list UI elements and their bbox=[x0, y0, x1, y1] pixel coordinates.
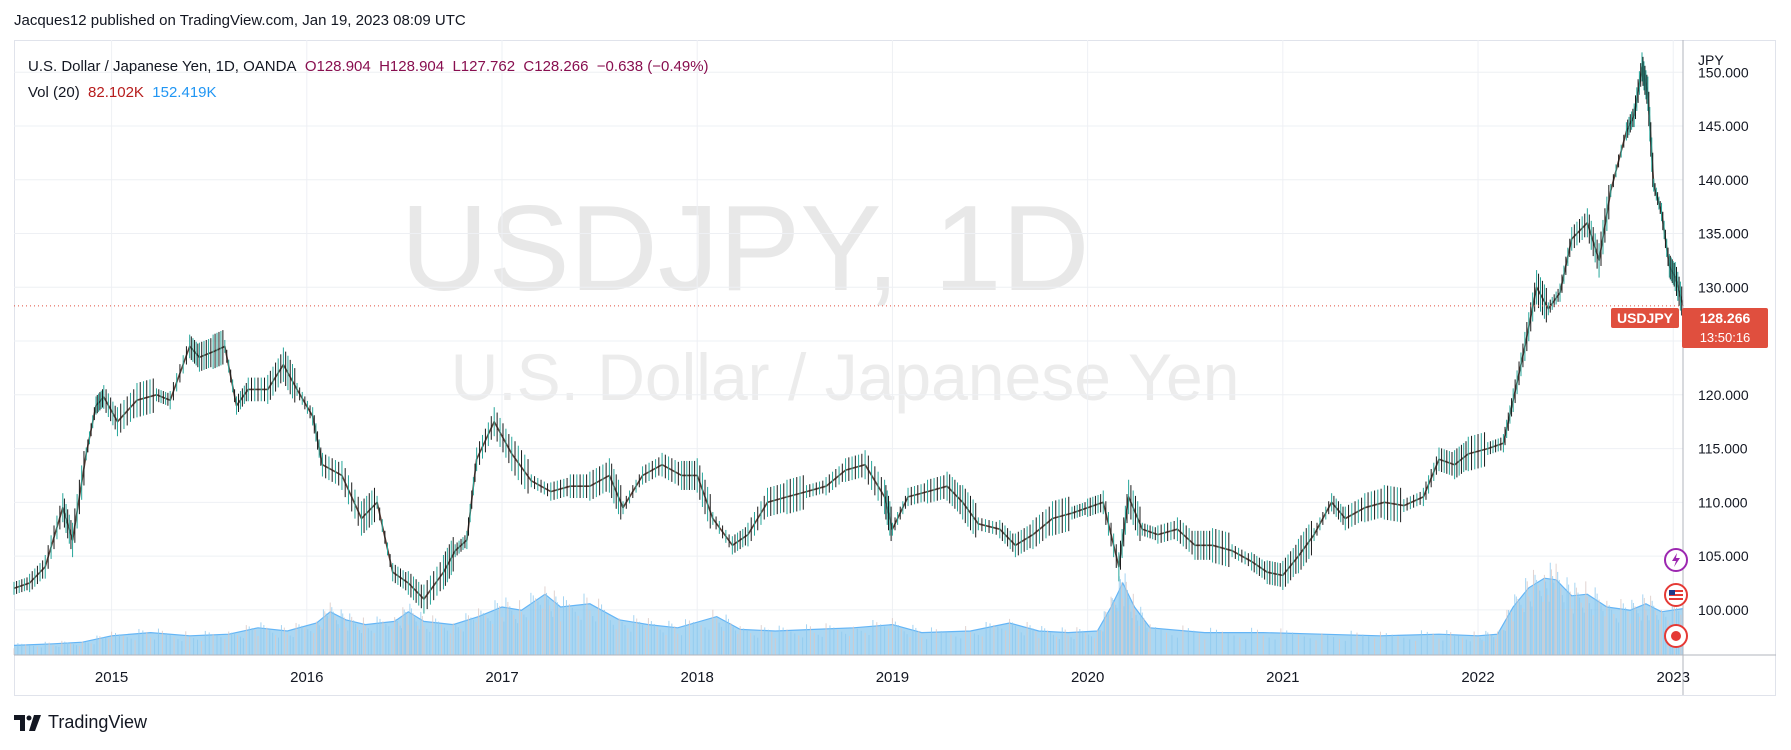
low-value: L127.762 bbox=[452, 58, 515, 75]
ohlc-row: U.S. Dollar / Japanese Yen, 1D, OANDA O1… bbox=[28, 54, 709, 80]
volume-ma-value: 152.419K bbox=[152, 84, 216, 101]
x-tick-label: 2023 bbox=[1657, 669, 1690, 686]
y-tick-label: 115.000 bbox=[1698, 441, 1748, 457]
y-tick-label: 100.000 bbox=[1698, 602, 1749, 618]
currency-label: JPY bbox=[1698, 52, 1724, 68]
y-tick-label: 140.000 bbox=[1698, 172, 1749, 188]
instrument-title: U.S. Dollar / Japanese Yen, 1D, OANDA bbox=[28, 58, 296, 75]
volume-label: Vol (20) bbox=[28, 84, 80, 101]
us-flag-icon bbox=[1666, 585, 1686, 605]
watermark-name: U.S. Dollar / Japanese Yen bbox=[451, 340, 1240, 414]
watermark-symbol: USDJPY, 1D bbox=[400, 180, 1089, 316]
tradingview-brand[interactable]: TradingView bbox=[14, 712, 147, 733]
x-tick-label: 2016 bbox=[290, 669, 323, 686]
open-value: O128.904 bbox=[305, 58, 371, 75]
close-value: C128.266 bbox=[523, 58, 588, 75]
last-price: 128.266 bbox=[1682, 309, 1768, 328]
volume-row: Vol (20) 82.102K 152.419K bbox=[28, 80, 709, 106]
y-tick-label: 110.000 bbox=[1698, 494, 1748, 510]
y-tick-label: 120.000 bbox=[1698, 387, 1749, 403]
tradingview-logo-icon bbox=[14, 715, 42, 731]
x-tick-label: 2018 bbox=[681, 669, 714, 686]
x-tick-label: 2017 bbox=[485, 669, 518, 686]
x-tick-label: 2019 bbox=[876, 669, 909, 686]
high-value: H128.904 bbox=[379, 58, 444, 75]
bar-countdown: 13:50:16 bbox=[1682, 328, 1768, 347]
lightning-icon bbox=[1666, 550, 1686, 570]
flag-event-icon[interactable] bbox=[1664, 583, 1688, 607]
y-tick-label: 145.000 bbox=[1698, 118, 1749, 134]
record-icon bbox=[1666, 626, 1686, 646]
y-tick-label: 135.000 bbox=[1698, 226, 1749, 242]
lightning-event-icon[interactable] bbox=[1664, 548, 1688, 572]
y-tick-label: 130.000 bbox=[1698, 279, 1749, 295]
chart-legend: U.S. Dollar / Japanese Yen, 1D, OANDA O1… bbox=[28, 54, 709, 106]
brand-name: TradingView bbox=[48, 712, 147, 733]
last-price-tag: 128.266 13:50:16 bbox=[1682, 308, 1768, 348]
volume-value: 82.102K bbox=[88, 84, 144, 101]
symbol-tag: USDJPY bbox=[1611, 308, 1679, 328]
change-value: −0.638 (−0.49%) bbox=[597, 58, 709, 75]
x-tick-label: 2021 bbox=[1266, 669, 1299, 686]
earnings-event-icon[interactable] bbox=[1664, 624, 1688, 648]
y-tick-label: 105.000 bbox=[1698, 548, 1749, 564]
price-line bbox=[14, 67, 1683, 599]
x-tick-label: 2022 bbox=[1461, 669, 1494, 686]
x-tick-label: 2015 bbox=[95, 669, 128, 686]
x-tick-label: 2020 bbox=[1071, 669, 1104, 686]
